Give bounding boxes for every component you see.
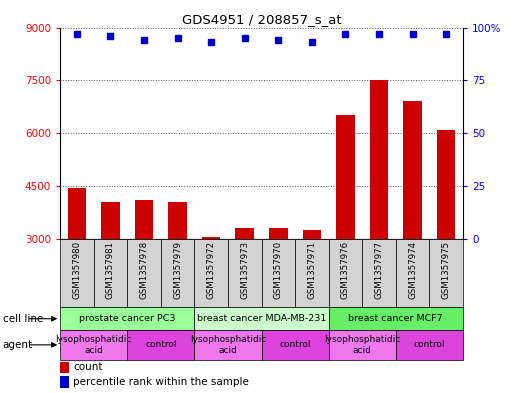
Bar (195, 239, 228, 307)
Bar (202, 237, 220, 239)
Bar (60, 376, 69, 387)
Bar (269, 228, 288, 239)
Text: percentile rank within the sample: percentile rank within the sample (73, 377, 249, 387)
Bar (370, 80, 388, 239)
Bar (228, 239, 262, 307)
Bar (403, 101, 422, 239)
Bar (168, 202, 187, 239)
Text: GSM1357971: GSM1357971 (308, 241, 316, 299)
Text: control: control (414, 340, 445, 349)
Text: GSM1357975: GSM1357975 (441, 241, 451, 299)
Bar (328, 239, 362, 307)
Bar (396, 330, 463, 360)
Text: control: control (279, 340, 311, 349)
Text: GSM1357972: GSM1357972 (207, 241, 215, 299)
Text: lysophosphatidic
acid: lysophosphatidic acid (190, 335, 266, 354)
Text: GSM1357977: GSM1357977 (374, 241, 383, 299)
Text: control: control (145, 340, 177, 349)
Text: GSM1357979: GSM1357979 (173, 241, 182, 299)
Bar (235, 228, 254, 239)
Bar (135, 200, 153, 239)
Bar (336, 116, 355, 239)
Bar (328, 307, 463, 330)
Text: GSM1357970: GSM1357970 (274, 241, 283, 299)
Text: prostate cancer PC3: prostate cancer PC3 (79, 314, 176, 323)
Title: GDS4951 / 208857_s_at: GDS4951 / 208857_s_at (181, 13, 342, 26)
Bar (396, 239, 429, 307)
Bar (101, 202, 120, 239)
Bar (127, 330, 195, 360)
Bar (60, 239, 94, 307)
Bar (127, 239, 161, 307)
Bar (60, 330, 127, 360)
Bar (295, 239, 328, 307)
Text: cell line: cell line (3, 314, 43, 324)
Text: count: count (73, 362, 103, 372)
Bar (429, 239, 463, 307)
Text: GSM1357978: GSM1357978 (140, 241, 149, 299)
Bar (195, 330, 262, 360)
Text: lysophosphatidic
acid: lysophosphatidic acid (324, 335, 401, 354)
Text: breast cancer MDA-MB-231: breast cancer MDA-MB-231 (197, 314, 326, 323)
Bar (60, 362, 69, 373)
Bar (161, 239, 195, 307)
Text: GSM1357973: GSM1357973 (240, 241, 249, 299)
Bar (303, 230, 321, 239)
Text: GSM1357980: GSM1357980 (72, 241, 82, 299)
Bar (67, 187, 86, 239)
Text: breast cancer MCF7: breast cancer MCF7 (348, 314, 443, 323)
Text: GSM1357976: GSM1357976 (341, 241, 350, 299)
Bar (60, 307, 195, 330)
Bar (195, 307, 328, 330)
Text: GSM1357981: GSM1357981 (106, 241, 115, 299)
Bar (262, 330, 328, 360)
Text: lysophosphatidic
acid: lysophosphatidic acid (55, 335, 132, 354)
Bar (362, 239, 396, 307)
Bar (262, 239, 295, 307)
Bar (437, 130, 456, 239)
Text: agent: agent (3, 340, 33, 350)
Bar (328, 330, 396, 360)
Bar (94, 239, 127, 307)
Text: GSM1357974: GSM1357974 (408, 241, 417, 299)
